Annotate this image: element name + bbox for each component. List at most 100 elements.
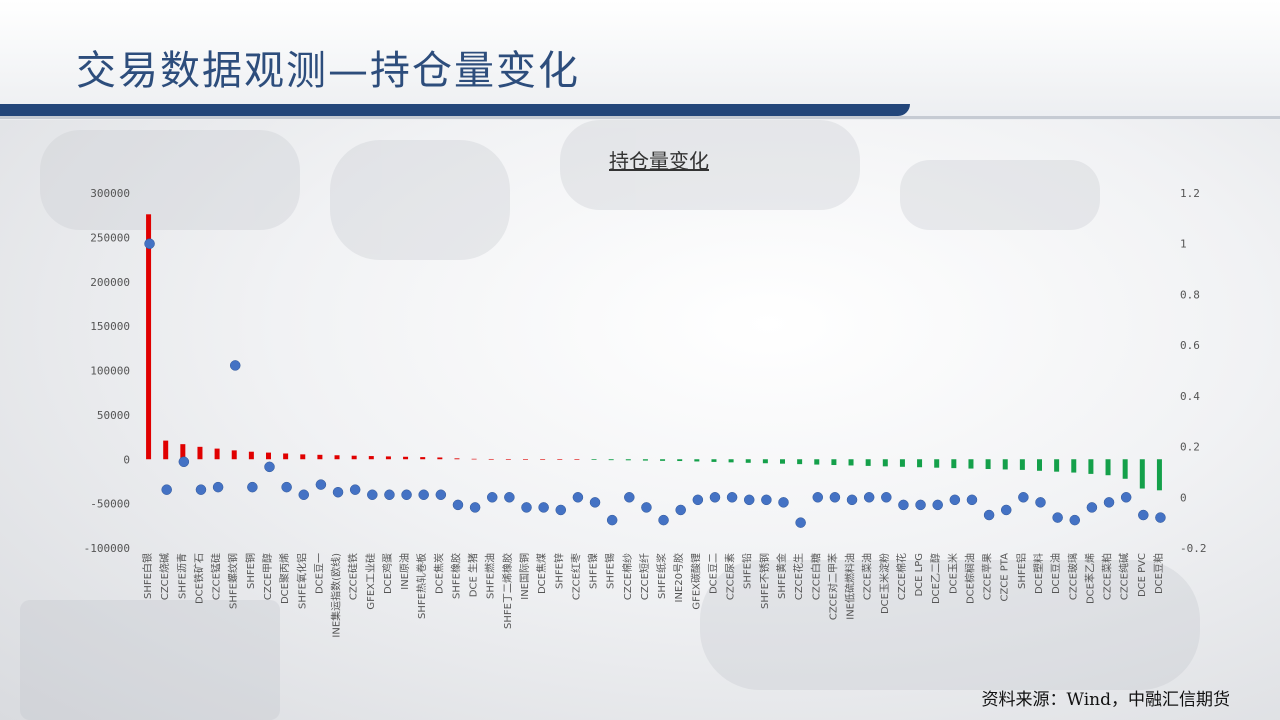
right-axis-tick-label: 0.6 (1180, 339, 1200, 352)
category-label: SHFE热轧卷板 (415, 553, 428, 619)
dot (555, 504, 567, 516)
dot (1103, 497, 1115, 508)
bar (248, 451, 254, 460)
bar (1019, 459, 1025, 470)
bar (454, 458, 460, 460)
bar (1139, 459, 1145, 489)
chart-title: 持仓量变化 (609, 149, 709, 173)
category-label: INE低硫燃料油 (844, 553, 857, 620)
bar (865, 459, 871, 466)
bar (660, 459, 666, 461)
dot (983, 509, 995, 521)
left-axis-tick-label: 50000 (97, 409, 130, 422)
bar (437, 457, 443, 460)
category-label: SHFE螺纹钢 (227, 553, 240, 609)
dot (743, 494, 755, 506)
category-label: SHFE铜 (245, 553, 257, 589)
category-label: SHFE白银 (141, 553, 154, 599)
dot (332, 486, 344, 498)
category-label: CZCE玻璃 (1066, 553, 1079, 600)
bar (917, 459, 923, 468)
dot (521, 502, 532, 513)
bar (197, 446, 203, 460)
dot (709, 492, 721, 503)
bar (334, 455, 340, 460)
category-label: INE原油 (398, 553, 411, 590)
dot (915, 499, 926, 511)
category-label: CZCE PTA (1000, 553, 1011, 602)
bar (677, 459, 683, 462)
bar (591, 459, 597, 460)
category-label: DCE焦煤 (535, 553, 548, 594)
dot (1035, 497, 1046, 508)
bar (848, 459, 854, 466)
dot (401, 489, 412, 500)
category-label: SHFE镍 (587, 553, 600, 589)
dot (178, 456, 190, 468)
right-axis-tick-label: 1 (1180, 238, 1187, 251)
bar (642, 459, 648, 461)
bar (1037, 459, 1042, 471)
dot (795, 517, 806, 528)
category-label: SHFE丁二烯橡胶 (501, 553, 514, 629)
dot (1138, 509, 1149, 521)
dot (349, 484, 361, 495)
slide-header (0, 0, 1280, 120)
dot (1069, 514, 1081, 526)
category-label: CZCE尿素 (724, 553, 737, 600)
bar (1002, 459, 1008, 470)
bar (351, 455, 357, 460)
dot-series (144, 238, 1166, 528)
category-label: SHFE铝 (1016, 553, 1028, 589)
category-label: CZCE菜油 (861, 553, 874, 600)
dot (812, 492, 824, 503)
dot (1086, 502, 1098, 513)
bar (557, 459, 563, 460)
category-label: DCE鸡蛋 (381, 553, 394, 594)
bar (1105, 459, 1111, 476)
category-label: INE集运指数(欧线) (330, 553, 343, 638)
category-label: DCE玉米 (946, 553, 959, 594)
bar (180, 444, 186, 460)
bar (317, 454, 323, 460)
dot (144, 238, 155, 249)
category-label: CZCE菜粕 (1101, 553, 1114, 600)
bar (762, 459, 768, 464)
bar (1071, 459, 1077, 473)
dot (624, 492, 635, 503)
category-label: INE国际铜 (519, 553, 531, 600)
category-label: CZCE对二甲苯 (826, 553, 839, 620)
dot (298, 489, 310, 500)
category-label: SHFE黄金 (775, 553, 788, 599)
dot (538, 502, 549, 513)
dot (863, 492, 875, 503)
category-label: GFEX碳酸锂 (689, 553, 702, 610)
bar (574, 459, 580, 460)
bar (214, 448, 220, 460)
page-title: 交易数据观测—持仓量变化 (76, 48, 580, 94)
bar (163, 440, 169, 460)
dot (229, 360, 241, 371)
right-axis-tick-label: 1.2 (1180, 187, 1200, 200)
bar (1054, 459, 1060, 472)
bar (694, 459, 700, 462)
bar (420, 457, 426, 460)
dot (949, 494, 961, 506)
dot (829, 492, 841, 503)
bar (283, 453, 289, 460)
bar (471, 458, 477, 460)
bar (985, 459, 991, 470)
bar (608, 459, 614, 461)
category-label: SHFE沥青 (175, 553, 188, 599)
category-label: CZCE棉花 (895, 553, 908, 600)
category-label: CZCE锰硅 (210, 553, 223, 600)
dot (384, 489, 395, 500)
category-label: CZCE花生 (792, 553, 805, 600)
dot (486, 492, 498, 503)
left-axis-tick-label: 250000 (90, 231, 130, 244)
bar (368, 456, 374, 460)
category-label: CZCE红枣 (569, 553, 582, 600)
dot (504, 492, 515, 503)
source-note: 资料来源：Wind，中融汇信期货 (981, 690, 1230, 710)
